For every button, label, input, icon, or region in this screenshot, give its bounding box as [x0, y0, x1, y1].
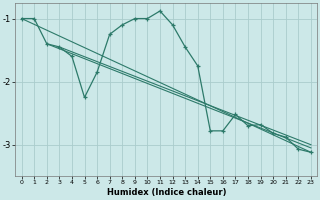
- X-axis label: Humidex (Indice chaleur): Humidex (Indice chaleur): [107, 188, 226, 197]
